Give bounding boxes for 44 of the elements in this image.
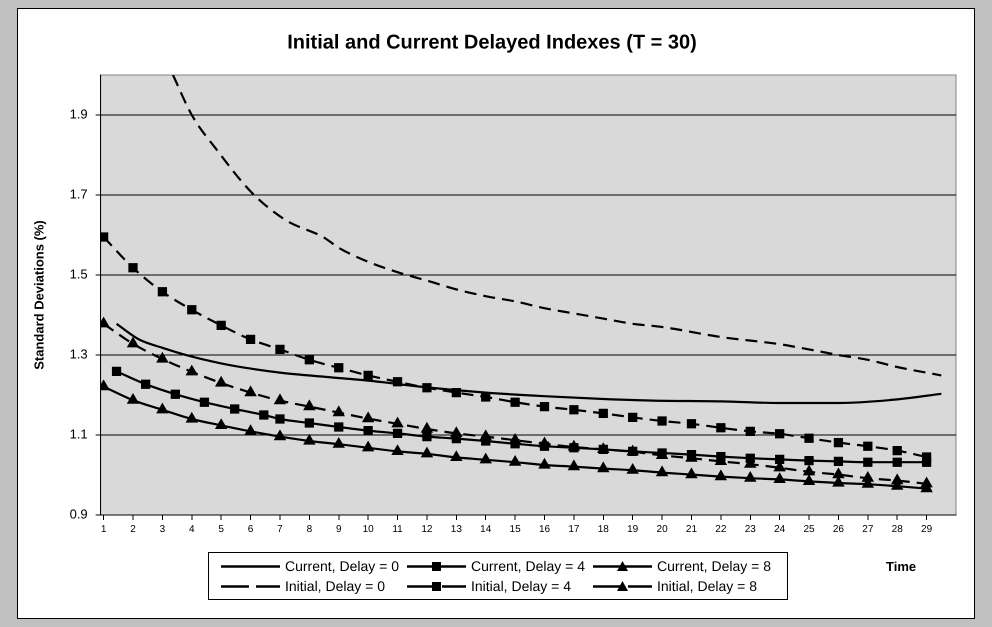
y-tick-label: 1.9 bbox=[70, 106, 88, 122]
x-tick-label: 1 bbox=[100, 524, 107, 535]
y-tick-label: 1.1 bbox=[70, 426, 88, 442]
chart-title: Initial and Current Delayed Indexes (T = 30) bbox=[287, 32, 697, 54]
x-tick-label: 25 bbox=[803, 524, 816, 535]
y-tick-label: 0.9 bbox=[70, 506, 88, 522]
x-tick-label: 24 bbox=[774, 524, 786, 535]
x-tick-label: 16 bbox=[538, 524, 550, 535]
x-tick-label: 20 bbox=[656, 524, 668, 535]
x-tick-label: 23 bbox=[744, 524, 756, 535]
legend-label: Initial, Delay = 4 bbox=[471, 578, 571, 594]
legend-label: Current, Delay = 0 bbox=[285, 558, 399, 574]
x-tick-label: 14 bbox=[480, 524, 492, 535]
legend-label: Current, Delay = 4 bbox=[471, 558, 585, 574]
x-tick-label: 13 bbox=[450, 524, 462, 535]
x-tick-label: 12 bbox=[421, 524, 433, 535]
y-axis-title: Standard Deviations (%) bbox=[31, 220, 46, 370]
x-tick-label: 6 bbox=[248, 524, 254, 535]
x-tick-label: 3 bbox=[160, 524, 166, 535]
legend-label: Current, Delay = 8 bbox=[657, 558, 771, 574]
x-tick-label: 26 bbox=[832, 524, 844, 535]
x-tick-label: 29 bbox=[921, 524, 933, 535]
x-tick-label: 27 bbox=[862, 524, 874, 535]
x-tick-label: 19 bbox=[627, 524, 639, 535]
x-tick-label: 9 bbox=[336, 524, 342, 535]
x-tick-label: 18 bbox=[598, 524, 610, 535]
x-tick-label: 22 bbox=[715, 524, 727, 535]
x-tick-label: 7 bbox=[277, 524, 284, 535]
x-tick-label: 2 bbox=[130, 524, 136, 535]
x-tick-label: 21 bbox=[686, 524, 698, 535]
y-tick-label: 1.7 bbox=[70, 186, 88, 202]
x-tick-label: 8 bbox=[306, 524, 313, 535]
y-tick-label: 1.3 bbox=[70, 346, 88, 362]
x-tick-label: 5 bbox=[218, 524, 224, 535]
y-tick-label: 1.5 bbox=[70, 266, 88, 282]
x-tick-label: 15 bbox=[510, 524, 522, 535]
x-tick-label: 28 bbox=[892, 524, 904, 535]
x-tick-label: 11 bbox=[392, 524, 404, 535]
x-axis-title: Time bbox=[886, 559, 916, 574]
legend-label: Initial, Delay = 8 bbox=[657, 578, 757, 594]
x-tick-label: 4 bbox=[189, 524, 196, 535]
legend-label: Initial, Delay = 0 bbox=[285, 578, 385, 594]
x-tick-label: 17 bbox=[568, 524, 580, 535]
x-tick-label: 10 bbox=[362, 524, 374, 535]
